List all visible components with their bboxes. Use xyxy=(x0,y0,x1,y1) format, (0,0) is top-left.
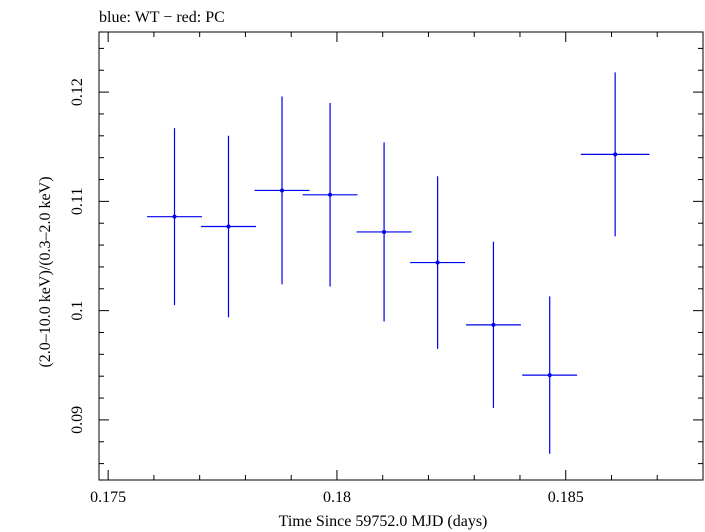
y-tick-label: 0.12 xyxy=(69,78,86,106)
x-axis-label: Time Since 59752.0 MJD (days) xyxy=(279,513,488,530)
point-marker xyxy=(613,152,618,157)
data-point xyxy=(254,96,310,285)
x-tick-label: 0.185 xyxy=(548,489,584,506)
x-tick-labels: 0.175 0.18 0.185 xyxy=(90,489,584,506)
point-marker xyxy=(280,188,285,193)
axis-ticks xyxy=(99,32,704,480)
data-point xyxy=(410,176,466,349)
data-point xyxy=(465,241,521,408)
data-point xyxy=(201,135,256,318)
y-tick-label: 0.11 xyxy=(69,188,86,215)
y-tick-label: 0.09 xyxy=(69,406,86,434)
point-marker xyxy=(547,373,552,378)
y-tick-label: 0.1 xyxy=(69,301,86,321)
y-tick-labels: 0.09 0.1 0.11 0.12 xyxy=(69,78,86,434)
x-tick-label: 0.18 xyxy=(323,489,351,506)
point-marker xyxy=(172,214,177,219)
data-point xyxy=(522,296,578,454)
point-marker xyxy=(491,322,496,327)
chart-title: blue: WT − red: PC xyxy=(99,9,225,26)
point-marker xyxy=(382,229,387,234)
data-point xyxy=(580,72,650,237)
x-tick-label: 0.175 xyxy=(90,489,126,506)
point-marker xyxy=(435,260,440,265)
y-axis-label: (2.0–10.0 keV)/(0.3–2.0 keV) xyxy=(37,176,54,367)
data-points xyxy=(147,72,650,454)
data-point xyxy=(302,103,358,287)
point-marker xyxy=(226,224,231,229)
plot-frame xyxy=(98,31,704,481)
data-point xyxy=(356,142,412,322)
data-point xyxy=(147,128,202,306)
point-marker xyxy=(328,192,333,197)
